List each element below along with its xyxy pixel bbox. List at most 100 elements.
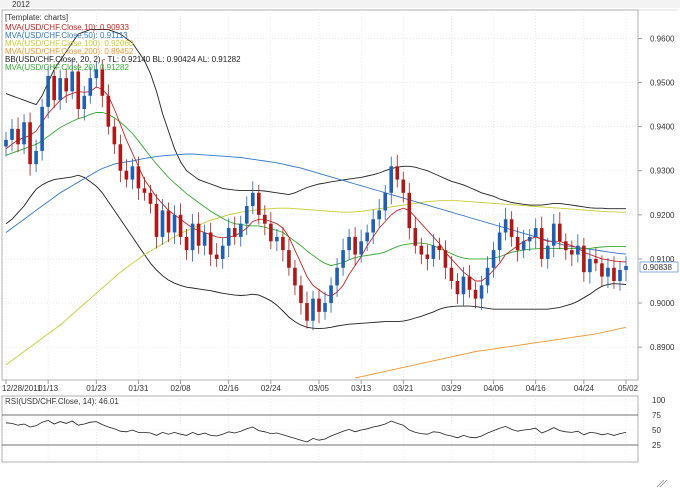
candle-body [527, 236, 532, 242]
mva50-line [5, 153, 627, 255]
price-axis: 0.96000.95000.94000.93000.92000.91000.90… [638, 34, 675, 352]
candle-body [624, 265, 628, 270]
candle-body [232, 228, 237, 237]
candle-body [257, 192, 261, 215]
candle-body [431, 245, 436, 259]
candle-body [299, 285, 303, 304]
candle-body [389, 166, 394, 193]
candle-body [491, 250, 496, 268]
candle-body [365, 232, 369, 242]
candle-body [281, 236, 285, 251]
candle-body [570, 250, 574, 255]
candle-body [40, 106, 44, 151]
candle-body [533, 228, 538, 237]
candle-body [509, 219, 514, 237]
candle-body [383, 192, 388, 211]
candle-body [551, 223, 556, 246]
candle-body [582, 245, 586, 273]
candle-body [449, 267, 454, 281]
candle-body [88, 78, 93, 96]
rsi-series [5, 419, 627, 443]
price-tick-label: 0.9200 [650, 211, 675, 220]
candle-body [545, 245, 550, 259]
date-tick-label: 01/23 [86, 384, 107, 393]
rsi-tick-label: 75 [652, 411, 661, 420]
candle-body [497, 232, 502, 251]
candle-body [34, 150, 38, 165]
legend: [Template: charts] MVA(USD/CHF.Close,10)… [5, 13, 241, 72]
candle-body [238, 223, 243, 237]
candle-body [293, 267, 297, 286]
candle-body [317, 298, 321, 312]
candle-body [28, 122, 32, 165]
rsi-tick-label: 25 [652, 441, 661, 450]
candle-body [335, 267, 339, 286]
candle-body [58, 78, 62, 101]
template-label: [Template: charts] [5, 13, 68, 22]
candle-body [166, 210, 171, 233]
legend-entry: MVA(USD/CHF.Close,50): 0.91113 [5, 31, 128, 40]
candle-body [226, 228, 231, 246]
candle-body [515, 236, 520, 251]
candle-body [461, 276, 466, 295]
candle-body [588, 258, 592, 273]
candle-body [353, 236, 357, 255]
candle-body [443, 250, 448, 268]
year-label: 2012 [12, 0, 30, 9]
bollinger-lower-line [5, 174, 627, 330]
date-tick-label: 03/21 [393, 384, 414, 393]
candle-body [419, 245, 424, 255]
price-tick-label: 0.9500 [650, 79, 675, 88]
candle-body [106, 95, 111, 127]
candle-body [594, 258, 598, 264]
candle-body [142, 188, 147, 193]
candle-body [46, 75, 50, 107]
rsi-tick-label: 100 [652, 396, 666, 405]
candle-body [136, 166, 141, 189]
rsi-axis: 100 75 50 25 [652, 396, 666, 450]
date-tick-label: 02/16 [219, 384, 240, 393]
candle-body [76, 71, 81, 110]
date-tick-label: 03/05 [309, 384, 330, 393]
price-tick-label: 0.9100 [650, 255, 675, 264]
candle-body [52, 75, 56, 101]
candle-body [479, 285, 484, 299]
candle-body [178, 214, 183, 237]
candle-body [4, 139, 8, 147]
candle-body [341, 250, 345, 268]
date-tick-label: 02/24 [261, 384, 282, 393]
last-price-box [639, 261, 679, 273]
candle-body [485, 267, 490, 286]
header-strip [0, 0, 680, 8]
price-tick-label: 0.9300 [650, 167, 675, 176]
candle-body [576, 245, 580, 255]
date-tick-label: 04/24 [574, 384, 595, 393]
candle-body [94, 69, 99, 79]
legend-entry: MVA(USD/CHF.Close,200): 0.89452 [5, 47, 134, 56]
legend-entry: MVA(USD/CHF.Close,100): 0.92060 [5, 39, 134, 48]
candle-body [503, 219, 508, 233]
rsi-tick-label: 50 [652, 426, 661, 435]
main-plot-area [1, 9, 639, 381]
candle-body [305, 303, 309, 321]
candle-body [130, 166, 135, 180]
candle-body [606, 267, 610, 277]
date-tick-label: 04/06 [484, 384, 505, 393]
bollinger-upper-line [5, 29, 626, 210]
legend-entry: BB(USD/CHF.Close, 20, 2) - TL: 0.92140 B… [5, 55, 241, 64]
candle-body [564, 241, 568, 251]
candle-body [10, 128, 14, 140]
candle-body [521, 241, 526, 251]
price-tick-label: 0.9400 [650, 123, 675, 132]
candle-body [100, 69, 105, 96]
candle-body [455, 280, 460, 295]
candle-body [407, 192, 412, 229]
candle-body [70, 71, 75, 92]
candle-body [377, 210, 382, 220]
candle-body [311, 298, 315, 321]
candlesticks [4, 59, 628, 331]
date-tick-label: 03/29 [441, 384, 462, 393]
resize-handle[interactable] [656, 479, 668, 488]
candle-body [244, 206, 249, 224]
